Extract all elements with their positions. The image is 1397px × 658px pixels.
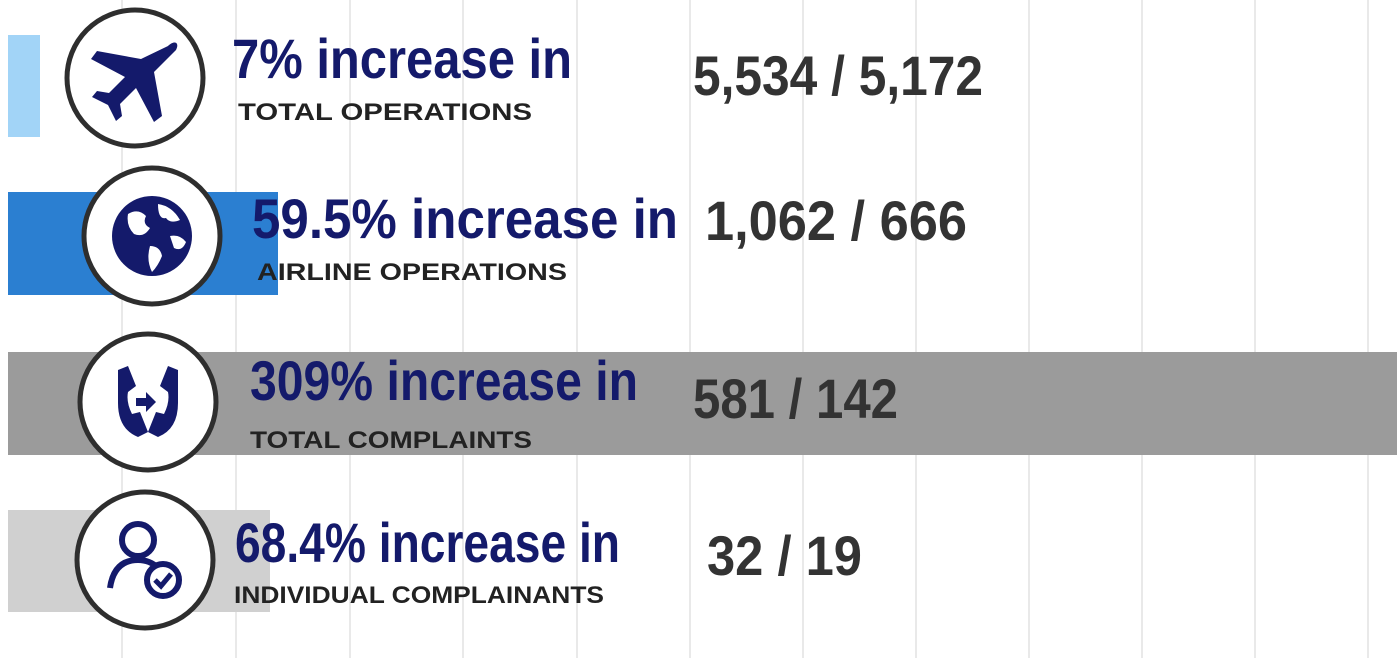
headline: 68.4% increase in xyxy=(235,511,620,574)
phone-icon xyxy=(77,331,219,473)
bar xyxy=(8,35,40,137)
headline: 309% increase in xyxy=(250,349,638,412)
grid xyxy=(121,0,1369,658)
bar xyxy=(8,352,1397,455)
headline: 7% increase in xyxy=(232,27,572,90)
person-icon xyxy=(74,489,216,631)
metric-label: AIRLINE OPERATIONS xyxy=(257,259,567,286)
figures: 581 / 142 xyxy=(693,367,898,430)
figures: 5,534 / 5,172 xyxy=(693,44,983,107)
plane-icon xyxy=(64,7,206,149)
headline: 59.5% increase in xyxy=(252,187,678,250)
metric-label: TOTAL COMPLAINTS xyxy=(250,427,532,454)
figures: 32 / 19 xyxy=(707,524,862,587)
figures: 1,062 / 666 xyxy=(705,189,967,252)
metric-label: TOTAL OPERATIONS xyxy=(238,99,532,126)
metric-label: INDIVIDUAL COMPLAINANTS xyxy=(234,582,604,609)
globe-icon xyxy=(81,165,223,307)
